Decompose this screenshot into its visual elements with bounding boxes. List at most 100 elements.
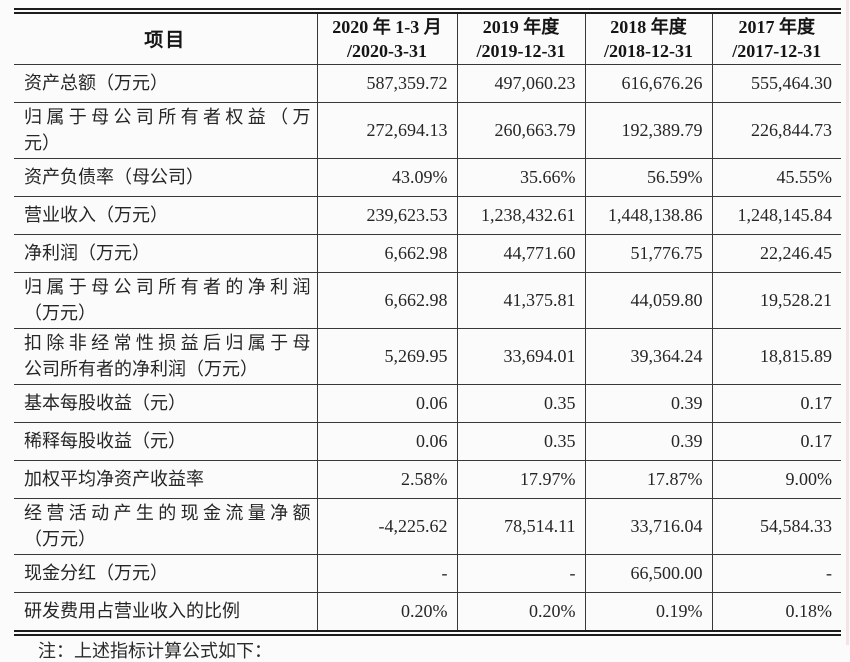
value-cell: 51,776.75 xyxy=(584,234,712,273)
value-cell: 33,694.01 xyxy=(456,328,585,385)
value-cell: 78,514.11 xyxy=(456,498,585,555)
period-label-line1: 2018 年度 xyxy=(610,16,687,37)
row-label-cell: 稀释每股收益（元） xyxy=(14,422,317,461)
row-label-line: 稀释每股收益（元） xyxy=(24,431,186,451)
value-cell: 1,238,432.61 xyxy=(456,196,585,235)
value-cell: 0.20% xyxy=(316,592,457,630)
footnote-clipped: 注：上述指标计算公式如下： xyxy=(38,641,272,661)
value-cell: 45.55% xyxy=(711,158,841,197)
table-row: 研发费用占营业收入的比例 0.20% 0.20% 0.19% 0.18% xyxy=(14,592,841,630)
row-label-cell: 资产总额（万元） xyxy=(14,64,317,103)
table-row: 净利润（万元） 6,662.98 44,771.60 51,776.75 22,246.… xyxy=(14,234,841,273)
value-cell: 44,771.60 xyxy=(456,234,585,273)
value-cell: 0.17 xyxy=(711,384,841,423)
value-cell: 35.66% xyxy=(456,158,585,197)
value-cell: 0.17 xyxy=(711,422,841,461)
value-cell: 497,060.23 xyxy=(456,64,585,103)
row-label-cell: 加权平均净资产收益率 xyxy=(14,460,317,499)
value-cell: 66,500.00 xyxy=(584,554,712,593)
row-label-cell: 营业收入（万元） xyxy=(14,196,317,235)
table-row: 现金分红（万元） - -66,500.00- xyxy=(14,554,841,593)
value-cell: 587,359.72 xyxy=(316,64,457,103)
row-label-cell: 基本每股收益（元） xyxy=(14,384,317,423)
value-cell: 260,663.79 xyxy=(456,102,585,159)
row-label-line: 基本每股收益（元） xyxy=(24,393,186,413)
row-label-line: 资产总额（万元） xyxy=(24,73,168,93)
row-label-cell: 归属于母公司所有者的净利润 （万元） xyxy=(14,272,317,329)
value-cell: 616,676.26 xyxy=(584,64,712,103)
table-row: 加权平均净资产收益率 2.58% 17.97% 17.87% 9.00% xyxy=(14,460,841,499)
value-cell: 44,059.80 xyxy=(584,272,712,329)
row-label-line: 研发费用占营业收入的比例 xyxy=(24,601,240,622)
table-bottom-double-rule xyxy=(14,630,841,636)
row-label-cell: 资产负债率（母公司） xyxy=(14,158,317,197)
row-label-cell: 经营活动产生的现金流量净额 （万元） xyxy=(14,498,317,555)
value-cell: - xyxy=(316,554,457,593)
value-cell: 17.97% xyxy=(456,460,585,499)
value-cell: 0.06 xyxy=(316,422,457,461)
header-row: 项目 2020 年 1-3 月 /2020-3-31 2019 年度 /2019… xyxy=(14,14,841,65)
value-cell: 0.18% xyxy=(711,592,841,630)
row-label-line: 扣除非经常性损益后归属于母 xyxy=(24,333,311,353)
value-cell: 0.39 xyxy=(584,422,712,461)
row-label-line: 公司所有者的净利润（万元） xyxy=(24,359,258,379)
value-cell: 17.87% xyxy=(584,460,712,499)
row-label-line: 现金分红（万元） xyxy=(24,563,168,583)
row-label-cell: 现金分红（万元） xyxy=(14,554,317,593)
row-label-line: 加权平均净资产收益率 xyxy=(24,469,204,489)
row-label-cell: 归属于母公司所有者权益（万 元） xyxy=(14,102,317,159)
value-cell: 192,389.79 xyxy=(584,102,712,159)
row-label-line: 元） xyxy=(24,133,60,153)
value-cell: 226,844.73 xyxy=(711,102,841,159)
value-cell: 6,662.98 xyxy=(316,272,457,329)
table-body: 资产总额（万元） 587,359.72 497,060.23 616,676.26 55… xyxy=(14,64,841,630)
period-label-line2: /2019-12-31 xyxy=(476,40,566,61)
col-header-period-2019: 2019 年度 /2019-12-31 xyxy=(456,14,585,65)
row-label-line: 经营活动产生的现金流量净额 xyxy=(24,503,311,523)
value-cell: 5,269.95 xyxy=(316,328,457,385)
col-header-period-2018: 2018 年度 /2018-12-31 xyxy=(584,14,712,65)
value-cell: 0.39 xyxy=(584,384,712,423)
table-row: 归属于母公司所有者权益（万 元） 272,694.13 260,663.79 192,3… xyxy=(14,102,841,159)
table-row: 经营活动产生的现金流量净额 （万元） -4,225.62 78,514.11 33,71… xyxy=(14,498,841,555)
value-cell: 43.09% xyxy=(316,158,457,197)
period-label-line1: 2020 年 1-3 月 xyxy=(332,16,442,37)
table-row: 扣除非经常性损益后归属于母 公司所有者的净利润（万元） 5,269.95 33,694… xyxy=(14,328,841,385)
row-label-line: 净利润（万元） xyxy=(24,243,150,263)
row-label-line: 归属于母公司所有者的净利润 xyxy=(24,277,311,297)
value-cell: 41,375.81 xyxy=(456,272,585,329)
value-cell: 0.06 xyxy=(316,384,457,423)
value-cell: 33,716.04 xyxy=(584,498,712,555)
row-label-line: 资产负债率（母公司） xyxy=(24,167,204,187)
table-row: 资产负债率（母公司） 43.09% 35.66% 56.59% 45.55% xyxy=(14,158,841,197)
value-cell: 0.35 xyxy=(456,422,585,461)
value-cell: 6,662.98 xyxy=(316,234,457,273)
value-cell: 39,364.24 xyxy=(584,328,712,385)
row-label-line: 营业收入（万元） xyxy=(24,205,168,225)
value-cell: 1,248,145.84 xyxy=(711,196,841,235)
table-row: 归属于母公司所有者的净利润 （万元） 6,662.98 41,375.81 44,059… xyxy=(14,272,841,329)
value-cell: 54,584.33 xyxy=(711,498,841,555)
value-cell: 0.19% xyxy=(584,592,712,630)
value-cell: - xyxy=(711,554,841,593)
period-label-line2: /2017-12-31 xyxy=(732,40,822,61)
value-cell: 1,448,138.86 xyxy=(584,196,712,235)
col-header-period-2020: 2020 年 1-3 月 /2020-3-31 xyxy=(316,14,457,65)
row-label-line: （万元） xyxy=(24,529,96,549)
financial-indicators-table: 项目 2020 年 1-3 月 /2020-3-31 2019 年度 /2019… xyxy=(14,14,841,630)
value-cell: 18,815.89 xyxy=(711,328,841,385)
value-cell: 56.59% xyxy=(584,158,712,197)
row-label-cell: 净利润（万元） xyxy=(14,234,317,273)
value-cell: 555,464.30 xyxy=(711,64,841,103)
financial-indicators-table-sheet: 项目 2020 年 1-3 月 /2020-3-31 2019 年度 /2019… xyxy=(14,8,841,662)
value-cell: 0.20% xyxy=(456,592,585,630)
table-top-double-rule xyxy=(14,8,841,14)
value-cell: - xyxy=(456,554,585,593)
period-label-line2: /2018-12-31 xyxy=(604,40,693,61)
period-label-line1: 2019 年度 xyxy=(482,16,560,37)
value-cell: 2.58% xyxy=(316,460,457,499)
value-cell: 22,246.45 xyxy=(711,234,841,273)
table-row: 资产总额（万元） 587,359.72 497,060.23 616,676.26 55… xyxy=(14,64,841,103)
value-cell: 239,623.53 xyxy=(316,196,457,235)
row-label-line: 归属于母公司所有者权益（万 xyxy=(24,107,311,127)
